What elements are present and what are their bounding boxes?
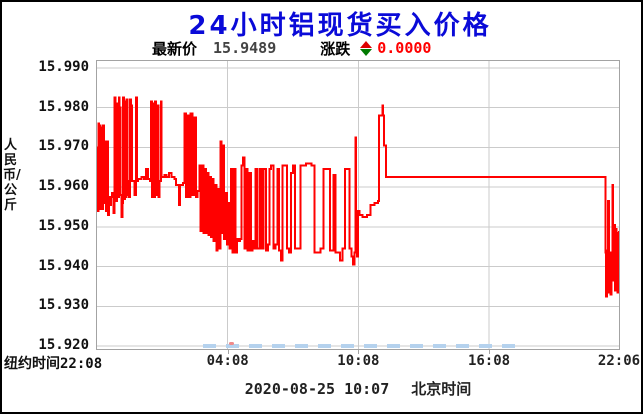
updown-arrow-icon: [360, 40, 373, 56]
x-tick-label-first: 22:08: [60, 356, 103, 372]
latest-price-label: 最新价: [152, 39, 198, 58]
y-tick-label: 15.930: [38, 297, 89, 314]
watermark-dashes: [203, 344, 515, 348]
latest-price-value: 15.9489: [213, 39, 277, 57]
footer: 2020-08-25 10:07 北京时间: [96, 378, 620, 399]
x-axis-tick-mark: [358, 349, 360, 354]
page-title: 24小时铝现货买入价格: [188, 11, 492, 41]
y-tick-label: 15.980: [38, 98, 89, 115]
x-tick-label: 04:08: [206, 353, 249, 369]
y-axis-title: 人民币/公斤: [3, 138, 21, 213]
x-axis-tick-mark: [489, 349, 491, 354]
change-label: 涨跌: [320, 39, 351, 58]
price-summary: 最新价 15.9489 涨跌 0.0000: [152, 38, 431, 58]
y-tick-label: 15.970: [38, 138, 89, 155]
price-line-chart: [97, 61, 619, 349]
watermark-dot: [229, 342, 234, 345]
x-tick-label: 22:06: [597, 353, 641, 369]
y-tick-label: 15.940: [38, 257, 89, 274]
footer-date: 2020-08-25 10:07: [244, 380, 390, 398]
down-triangle-icon: [360, 48, 373, 56]
x-axis-start: 纽约时间22:08: [4, 353, 102, 373]
footer-timezone-label: 北京时间: [411, 380, 472, 398]
x-axis-tick-mark: [227, 349, 229, 354]
x-axis-timezone-label: 纽约时间: [4, 356, 60, 372]
change-value: 0.0000: [377, 39, 432, 57]
y-tick-label: 15.920: [38, 337, 89, 354]
y-tick-label: 15.950: [38, 217, 89, 234]
x-tick-label: 16:08: [467, 353, 511, 369]
y-tick-label: 15.990: [38, 58, 89, 75]
plot-area: [96, 60, 620, 350]
x-tick-label: 10:08: [337, 353, 380, 369]
up-triangle-icon: [360, 40, 373, 48]
y-tick-label: 15.960: [38, 178, 89, 195]
